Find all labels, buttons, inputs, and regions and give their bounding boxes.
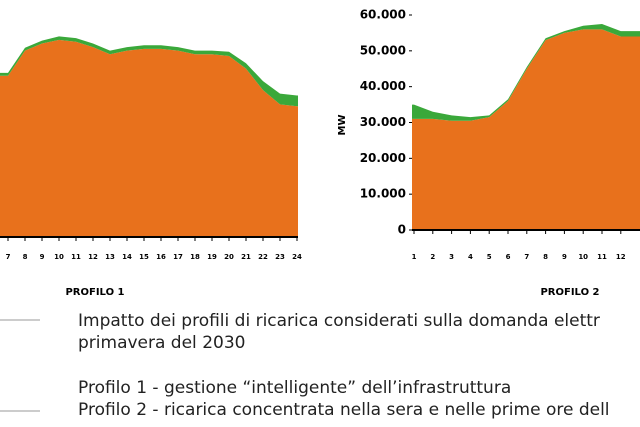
- x-tick-label: 12: [88, 253, 98, 261]
- x-tick-label: 6: [506, 253, 511, 261]
- x-tick-label: 12: [616, 253, 626, 261]
- chart-title: PROFILO 1: [65, 287, 124, 298]
- x-tick-label: 3: [449, 253, 454, 261]
- area: [0, 39, 298, 237]
- x-tick-label: 23: [275, 253, 285, 261]
- x-tick-label: 11: [71, 253, 81, 261]
- caption: primavera del 2030: [78, 333, 246, 353]
- x-tick-label: 13: [105, 253, 115, 261]
- x-tick-label: 19: [207, 253, 217, 261]
- x-tick-label: 15: [139, 253, 149, 261]
- x-tick-label: 22: [258, 253, 268, 261]
- y-tick-label: 40.000: [360, 79, 406, 93]
- caption: Impatto dei profili di ricarica consider…: [78, 311, 600, 331]
- x-tick-label: 14: [122, 253, 132, 261]
- area: [0, 36, 298, 107]
- x-tick-label: 1: [412, 253, 417, 261]
- x-tick-label: 10: [54, 253, 64, 261]
- chart-title: PROFILO 2: [540, 287, 599, 298]
- area: [412, 29, 640, 231]
- x-tick-label: 8: [543, 253, 548, 261]
- y-tick-label: 10.000: [360, 187, 406, 201]
- x-tick-label: 7: [6, 253, 11, 261]
- x-tick-label: 8: [23, 253, 28, 261]
- y-tick-label: 0: [398, 223, 406, 237]
- x-tick-label: 4: [468, 253, 473, 261]
- x-tick-label: 16: [156, 253, 166, 261]
- x-tick-label: 21: [241, 253, 251, 261]
- x-tick-label: 2: [430, 253, 435, 261]
- x-tick-label: 9: [562, 253, 567, 261]
- x-tick-label: 20: [224, 253, 234, 261]
- x-tick-label: 11: [597, 253, 607, 261]
- y-tick-label: 30.000: [360, 115, 406, 129]
- x-tick-label: 9: [40, 253, 45, 261]
- x-tick-label: 7: [524, 253, 529, 261]
- y-axis-label: MW: [337, 115, 348, 136]
- legend-entry: Profilo 2 - ricarica concentrata nella s…: [78, 400, 610, 420]
- x-tick-label: 10: [578, 253, 588, 261]
- x-tick-label: 24: [292, 253, 302, 261]
- y-tick-label: 20.000: [360, 151, 406, 165]
- y-tick-label: 60.000: [360, 8, 406, 22]
- y-tick-label: 50.000: [360, 43, 406, 57]
- x-tick-label: 17: [173, 253, 183, 261]
- x-tick-label: 5: [487, 253, 492, 261]
- area: [412, 23, 640, 121]
- legend-entry: Profilo 1 - gestione “intelligente” dell…: [78, 378, 512, 398]
- x-tick-label: 18: [190, 253, 200, 261]
